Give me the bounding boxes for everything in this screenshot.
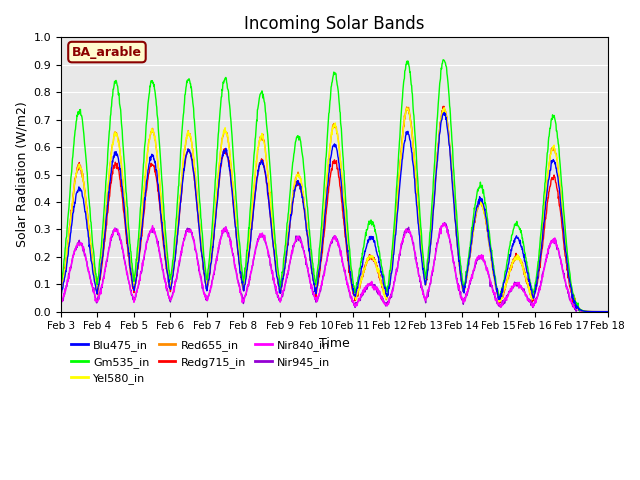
Nir840_in [240,299,248,304]
Yel580_in [540,221,547,227]
Red655_in [403,104,410,110]
Nir840_in [540,272,547,277]
Gm535_in [166,267,173,273]
X-axis label: Time: Time [319,337,349,350]
Yel580_in [166,280,173,286]
Line: Blu475_in: Blu475_in [61,113,607,312]
Redg715_in [440,104,448,109]
Nir840_in [57,300,65,305]
Yel580_in [240,285,248,291]
Gm535_in [240,276,248,281]
Nir840_in [166,296,173,301]
Redg715_in [419,261,427,267]
Nir840_in [441,220,449,226]
Nir945_in [166,294,173,300]
Gm535_in [540,203,547,209]
Nir840_in [419,292,427,298]
Yel580_in [440,105,448,110]
Redg715_in [240,288,248,294]
Blu475_in [604,309,611,314]
Redg715_in [491,277,499,283]
Line: Nir945_in: Nir945_in [61,223,607,312]
Red655_in [491,276,499,282]
Nir840_in [604,309,611,314]
Legend: Blu475_in, Gm535_in, Yel580_in, Red655_in, Redg715_in, Nir840_in, Nir945_in: Blu475_in, Gm535_in, Yel580_in, Red655_i… [67,336,335,388]
Gm535_in [604,309,611,314]
Redg715_in [57,289,65,295]
Redg715_in [604,309,611,314]
Blu475_in [440,110,448,116]
Gm535_in [439,57,447,62]
Line: Redg715_in: Redg715_in [61,107,607,312]
Nir945_in [540,269,547,275]
Yel580_in [419,264,427,269]
Yel580_in [179,166,186,171]
Blu475_in [166,285,173,290]
Text: BA_arable: BA_arable [72,46,142,59]
Nir945_in [57,297,65,303]
Line: Red655_in: Red655_in [61,107,607,312]
Red655_in [240,283,248,289]
Blu475_in [179,179,186,185]
Title: Incoming Solar Bands: Incoming Solar Bands [244,15,424,33]
Gm535_in [491,273,499,278]
Gm535_in [179,120,186,126]
Gm535_in [57,281,65,287]
Line: Yel580_in: Yel580_in [61,108,607,312]
Line: Nir840_in: Nir840_in [61,223,607,312]
Red655_in [604,309,611,314]
Blu475_in [540,227,547,233]
Blu475_in [491,277,499,283]
Nir945_in [441,220,449,226]
Blu475_in [57,291,65,297]
Redg715_in [166,284,173,289]
Redg715_in [179,177,186,183]
Blu475_in [240,288,248,294]
Gm535_in [419,252,427,257]
Yel580_in [57,292,65,298]
Yel580_in [491,280,499,286]
Yel580_in [604,309,611,314]
Red655_in [166,278,173,284]
Nir945_in [240,300,248,305]
Line: Gm535_in: Gm535_in [61,60,607,312]
Nir945_in [491,295,499,300]
Red655_in [179,165,186,171]
Nir945_in [604,309,611,314]
Nir840_in [179,241,186,247]
Blu475_in [419,265,427,271]
Red655_in [57,289,65,295]
Nir945_in [179,242,186,248]
Redg715_in [540,237,547,243]
Nir945_in [419,288,427,294]
Nir840_in [491,289,499,295]
Y-axis label: Solar Radiation (W/m2): Solar Radiation (W/m2) [15,102,28,247]
Red655_in [540,219,547,225]
Red655_in [420,265,428,271]
